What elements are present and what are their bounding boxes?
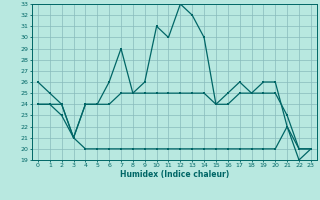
X-axis label: Humidex (Indice chaleur): Humidex (Indice chaleur) bbox=[120, 170, 229, 179]
